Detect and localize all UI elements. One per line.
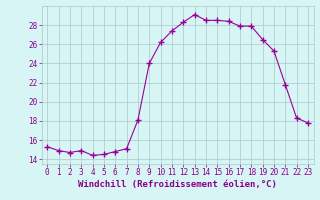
X-axis label: Windchill (Refroidissement éolien,°C): Windchill (Refroidissement éolien,°C) bbox=[78, 180, 277, 189]
